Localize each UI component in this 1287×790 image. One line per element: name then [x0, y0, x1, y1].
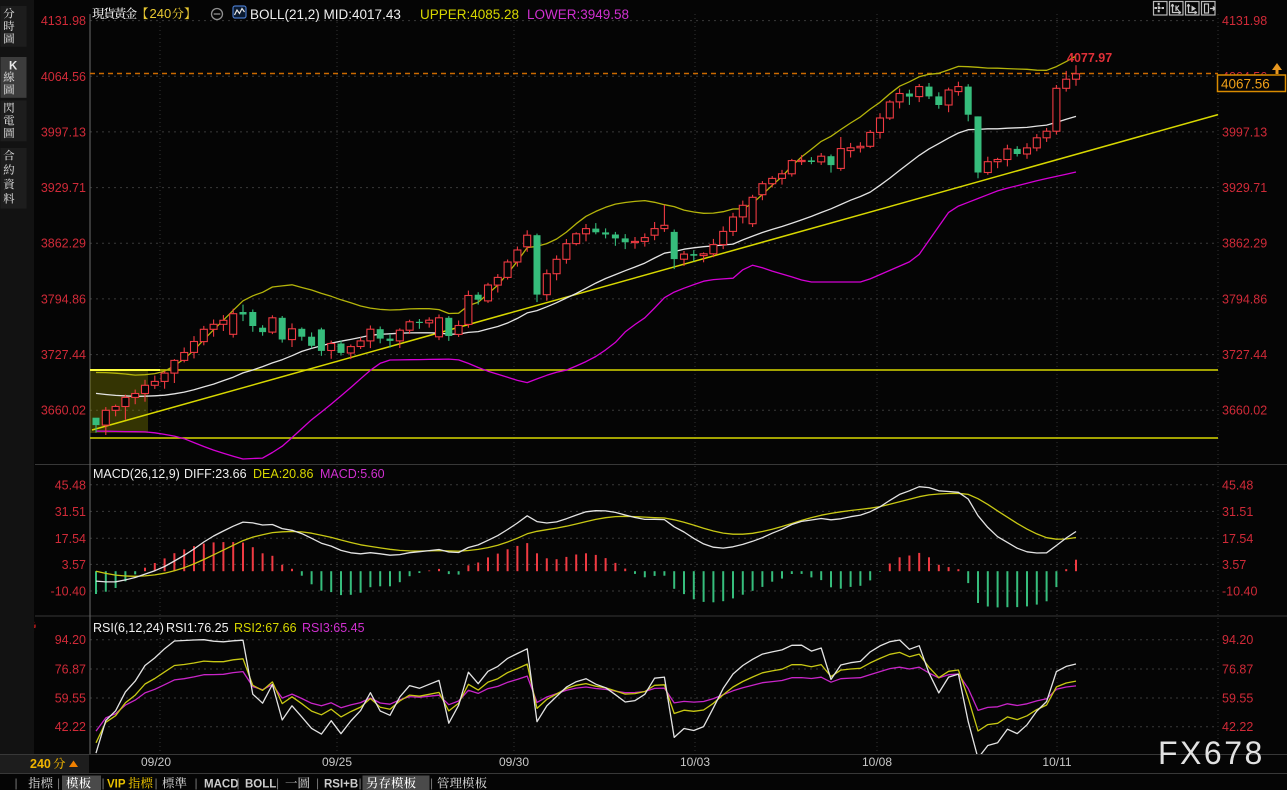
svg-text:3997.13: 3997.13	[1222, 125, 1267, 139]
svg-text:MACD: MACD	[204, 779, 239, 790]
svg-text:3862.29: 3862.29	[41, 237, 86, 251]
svg-text:4131.98: 4131.98	[41, 14, 86, 28]
svg-text:MACD(26,12,9): MACD(26,12,9)	[93, 467, 180, 481]
svg-text:|: |	[276, 776, 279, 790]
svg-text:|: |	[194, 776, 197, 790]
svg-text:-10.40: -10.40	[1222, 585, 1257, 599]
svg-text:240: 240	[30, 757, 51, 771]
svg-text:|: |	[57, 776, 60, 790]
svg-text:94.20: 94.20	[55, 633, 86, 647]
svg-text:3.57: 3.57	[1222, 558, 1246, 572]
svg-text:RSI3:65.45: RSI3:65.45	[302, 621, 365, 635]
svg-text:3794.86: 3794.86	[41, 292, 86, 306]
svg-text:RSI(6,12,24): RSI(6,12,24)	[93, 621, 164, 635]
svg-text:31.51: 31.51	[55, 505, 86, 519]
svg-text:3727.44: 3727.44	[41, 348, 86, 362]
svg-text:|: |	[154, 776, 157, 790]
svg-text:59.55: 59.55	[1222, 692, 1253, 706]
svg-text:4077.97: 4077.97	[1067, 51, 1112, 65]
svg-text:4131.98: 4131.98	[1222, 14, 1267, 28]
svg-text:DIFF:23.66: DIFF:23.66	[184, 467, 247, 481]
svg-text:3727.44: 3727.44	[1222, 348, 1267, 362]
svg-text:4064.56: 4064.56	[41, 70, 86, 84]
svg-text:BOLL: BOLL	[245, 779, 276, 790]
svg-text:45.48: 45.48	[55, 478, 86, 492]
svg-text:3997.13: 3997.13	[41, 125, 86, 139]
svg-text:3660.02: 3660.02	[1222, 404, 1267, 418]
svg-text:31.51: 31.51	[1222, 505, 1253, 519]
svg-text:240: 240	[150, 6, 172, 21]
svg-text:45.48: 45.48	[1222, 478, 1253, 492]
svg-text:09/20: 09/20	[141, 755, 171, 769]
svg-text:42.22: 42.22	[55, 720, 86, 734]
svg-text:DEA:20.86: DEA:20.86	[253, 467, 314, 481]
svg-text:|: |	[14, 776, 17, 790]
svg-text:3862.29: 3862.29	[1222, 237, 1267, 251]
svg-text:3.57: 3.57	[62, 558, 86, 572]
svg-text:3929.71: 3929.71	[41, 181, 86, 195]
svg-text:10/08: 10/08	[862, 755, 892, 769]
svg-text:VIP: VIP	[107, 779, 126, 790]
svg-text:BOLL(21,2) MID:4017.43: BOLL(21,2) MID:4017.43	[250, 7, 401, 22]
svg-text:09/30: 09/30	[499, 755, 529, 769]
svg-text:76.87: 76.87	[55, 663, 86, 677]
svg-text:94.20: 94.20	[1222, 633, 1253, 647]
svg-text:42.22: 42.22	[1222, 720, 1253, 734]
svg-text:10/11: 10/11	[1042, 755, 1071, 769]
svg-text:17.54: 17.54	[1222, 532, 1253, 546]
svg-text:|: |	[236, 776, 239, 790]
svg-text:K: K	[9, 61, 18, 73]
svg-text:LOWER:3949.58: LOWER:3949.58	[527, 7, 629, 22]
svg-text:|: |	[430, 776, 433, 790]
svg-text:RSI+B: RSI+B	[324, 779, 358, 790]
svg-text:59.55: 59.55	[55, 692, 86, 706]
svg-text:RSI2:67.66: RSI2:67.66	[234, 621, 297, 635]
svg-text:|: |	[101, 776, 104, 790]
svg-text:3660.02: 3660.02	[41, 404, 86, 418]
svg-text:|: |	[316, 776, 319, 790]
svg-text:3929.71: 3929.71	[1222, 181, 1267, 195]
svg-text:4067.56: 4067.56	[1221, 77, 1270, 92]
svg-text:10/03: 10/03	[680, 755, 710, 769]
svg-text:-10.40: -10.40	[51, 585, 86, 599]
svg-text:UPPER:4085.28: UPPER:4085.28	[420, 7, 519, 22]
svg-text:|: |	[358, 776, 361, 790]
svg-text:RSI1:76.25: RSI1:76.25	[166, 621, 229, 635]
svg-text:09/25: 09/25	[322, 755, 352, 769]
svg-text:3794.86: 3794.86	[1222, 292, 1267, 306]
svg-text:17.54: 17.54	[55, 532, 86, 546]
svg-text:MACD:5.60: MACD:5.60	[320, 467, 385, 481]
svg-text:FX678: FX678	[1158, 735, 1265, 771]
svg-text:76.87: 76.87	[1222, 663, 1253, 677]
